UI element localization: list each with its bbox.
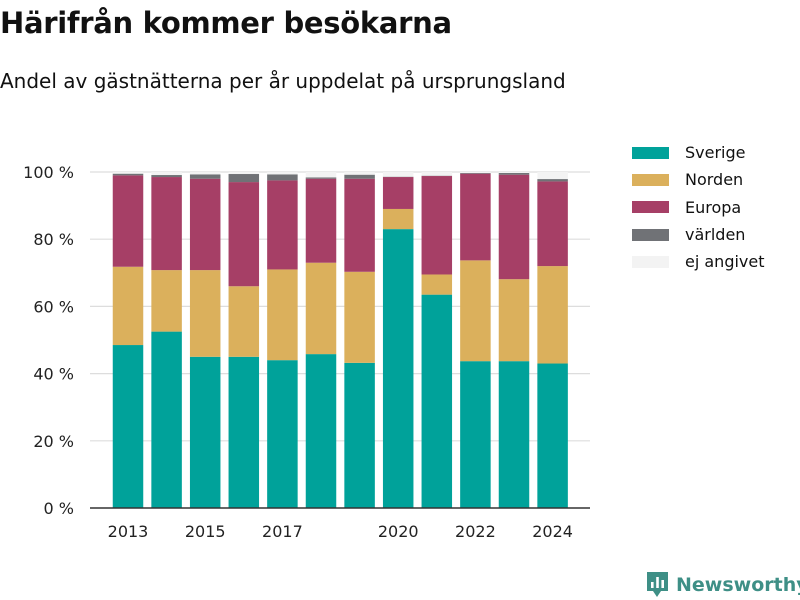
y-tick-label: 40 % [33, 365, 74, 384]
bar-segment [498, 172, 530, 174]
bar-segment [151, 172, 182, 176]
bar-segment [537, 363, 568, 508]
legend-swatch [632, 228, 669, 241]
stacked-bar-chart: 0 % 20 % 40 % 60 % 80 % 100 % 2013 2015 2017 2020… [23, 163, 590, 541]
bar-segment [305, 354, 337, 508]
bar-segment [305, 172, 337, 178]
bar-segment [382, 208, 414, 230]
bar-segment [344, 174, 375, 179]
bar-segment [228, 286, 260, 357]
bar-segment [421, 172, 453, 176]
brand-logo: Newsworthy [645, 571, 800, 598]
bar-segment [421, 294, 453, 508]
bar-segment [228, 174, 260, 183]
x-tick-label: 2013 [108, 522, 149, 541]
bar-segment [112, 345, 144, 508]
chart-subtitle: Andel av gästnätterna per år uppdelat på… [0, 69, 566, 93]
legend-swatch [632, 201, 669, 214]
bar-segment [382, 172, 414, 177]
bar-segment [460, 361, 491, 508]
legend-label: världen [685, 225, 746, 245]
chart-title: Härifrån kommer besökarna [0, 6, 452, 40]
legend-label: Europa [685, 197, 742, 217]
bar-segment [537, 179, 568, 182]
bar-segment [151, 177, 182, 271]
legend-swatch [632, 255, 669, 268]
legend-item: Sverige [632, 139, 765, 166]
bar-segment [421, 176, 453, 275]
bar-segment [151, 175, 182, 178]
bar-segment [305, 178, 337, 263]
bar-segment [267, 180, 298, 270]
y-tick-label: 20 % [33, 432, 74, 451]
bar-segment [189, 172, 221, 175]
legend-item: Europa [632, 194, 765, 221]
x-tick-label: 2017 [262, 522, 303, 541]
bar-segment [267, 172, 298, 175]
bar-segment [537, 266, 568, 364]
bar-segment [112, 172, 144, 174]
bar-segment [189, 174, 221, 179]
bar-segment [189, 270, 221, 357]
bar-segment [460, 173, 491, 174]
bar-segment [267, 360, 298, 508]
y-tick-label: 80 % [33, 230, 74, 249]
chart-legend: Sverige Norden Europa världen ej angivet [632, 139, 765, 275]
x-tick-label: 2020 [378, 522, 419, 541]
bar-segment [305, 262, 337, 355]
bar-segment [498, 279, 530, 362]
bar-segment [189, 356, 221, 508]
bar-segment [460, 260, 491, 362]
x-tick-label: 2024 [532, 522, 573, 541]
bar-segment [498, 174, 530, 280]
newsworthy-logo-icon [647, 572, 668, 597]
bar-segment [228, 182, 260, 287]
bar-segment [151, 331, 182, 508]
legend-label: Sverige [685, 143, 746, 163]
bar-segment [344, 172, 375, 175]
bar-segment [382, 177, 414, 209]
legend-label: ej angivet [685, 252, 765, 272]
bar-segment [421, 274, 453, 295]
bar-segment [537, 181, 568, 267]
bar-segment [498, 173, 530, 175]
bar-segment [267, 269, 298, 361]
bar-segment [344, 271, 375, 363]
legend-swatch [632, 146, 669, 159]
y-tick-label: 100 % [23, 163, 74, 182]
bar-segment [112, 173, 144, 176]
x-tick-label: 2022 [455, 522, 496, 541]
bar-segment [151, 270, 182, 332]
legend-label: Norden [685, 170, 744, 190]
bar-segment [460, 172, 491, 174]
bar-segment [498, 361, 530, 508]
bar-segment [537, 172, 568, 180]
legend-item: ej angivet [632, 248, 765, 275]
legend-swatch [632, 173, 669, 186]
bar-segment [305, 177, 337, 179]
bar-segment [382, 229, 414, 508]
legend-item: världen [632, 221, 765, 248]
bar-segment [228, 172, 260, 175]
x-tick-label: 2015 [185, 522, 226, 541]
y-tick-label: 60 % [33, 297, 74, 316]
bar-segment [460, 173, 491, 261]
bar-segment [112, 175, 144, 267]
bar-segment [344, 178, 375, 272]
bar-segment [189, 178, 221, 271]
bar-segment [112, 266, 144, 346]
legend-item: Norden [632, 166, 765, 193]
bar-segment [267, 174, 298, 181]
y-tick-label: 0 % [44, 499, 74, 518]
bar-segment [344, 362, 375, 508]
brand-name: Newsworthy [676, 573, 800, 596]
bar-segment [228, 356, 260, 508]
